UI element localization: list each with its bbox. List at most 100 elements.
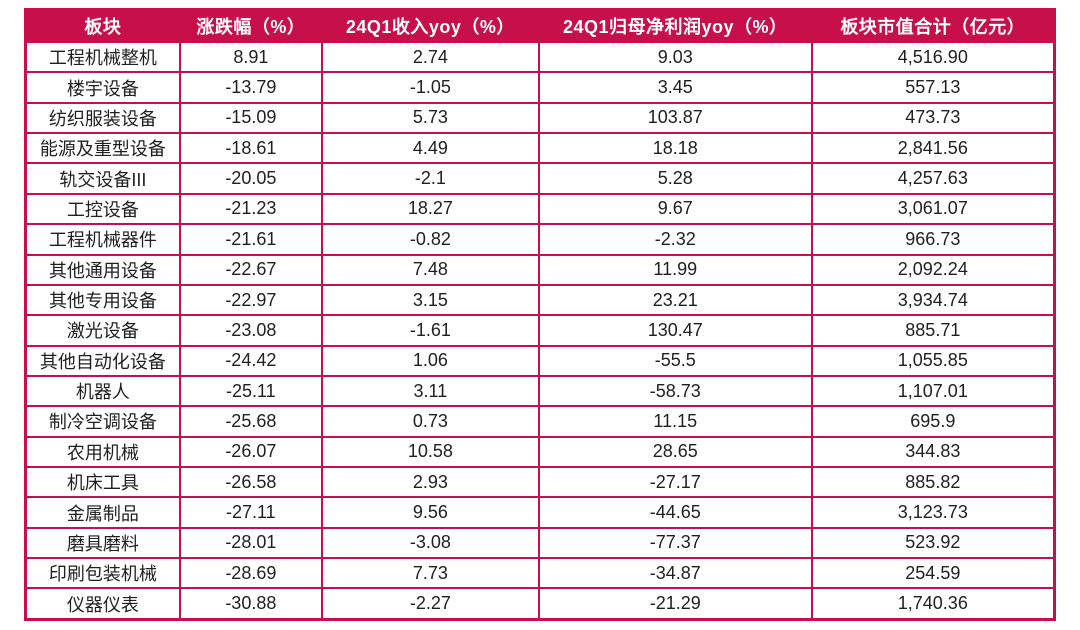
cell-net-profit-yoy: 23.21 — [537, 283, 813, 317]
cell-change-pct: -21.23 — [178, 192, 323, 226]
cell-net-profit-yoy: 9.67 — [537, 192, 813, 226]
cell-change-pct: -30.88 — [178, 587, 323, 621]
cell-revenue-yoy: 0.73 — [320, 405, 540, 438]
cell-revenue-yoy: 3.15 — [320, 283, 540, 317]
cell-net-profit-yoy: -58.73 — [537, 374, 813, 408]
cell-change-pct: -18.61 — [178, 132, 323, 165]
cell-revenue-yoy: -1.61 — [320, 314, 540, 347]
table-row: 机器人 -25.11 3.11 -58.73 1,107.01 — [24, 374, 1056, 408]
header-cell-market-cap: 板块市值合计（亿元） — [810, 8, 1056, 43]
sector-performance-table-wrap: 板块 涨跌幅（%） 24Q1收入yoy（%） 24Q1归母净利润yoy（%） 板… — [24, 8, 1056, 621]
table-row: 金属制品 -27.11 9.56 -44.65 3,123.73 — [24, 496, 1056, 529]
cell-change-pct: -25.68 — [178, 405, 323, 438]
cell-change-pct: -26.58 — [178, 466, 323, 499]
cell-sector: 制冷空调设备 — [24, 405, 181, 438]
cell-revenue-yoy: 3.11 — [320, 374, 540, 408]
cell-market-cap: 885.82 — [810, 466, 1056, 499]
cell-change-pct: -27.11 — [178, 496, 323, 529]
cell-market-cap: 1,107.01 — [810, 374, 1056, 408]
cell-sector: 楼宇设备 — [24, 71, 181, 104]
cell-net-profit-yoy: -21.29 — [537, 587, 813, 621]
cell-change-pct: -13.79 — [178, 71, 323, 104]
cell-market-cap: 344.83 — [810, 435, 1056, 469]
cell-change-pct: -25.11 — [178, 374, 323, 408]
cell-revenue-yoy: 9.56 — [320, 496, 540, 529]
cell-net-profit-yoy: 9.03 — [537, 40, 813, 74]
table-row: 其他通用设备 -22.67 7.48 11.99 2,092.24 — [24, 253, 1056, 286]
cell-sector: 纺织服装设备 — [24, 101, 181, 135]
cell-sector: 印刷包装机械 — [24, 557, 181, 590]
cell-sector: 农用机械 — [24, 435, 181, 469]
sector-performance-table: 板块 涨跌幅（%） 24Q1收入yoy（%） 24Q1归母净利润yoy（%） 板… — [24, 8, 1056, 621]
cell-net-profit-yoy: -34.87 — [537, 557, 813, 590]
cell-market-cap: 4,257.63 — [810, 162, 1056, 195]
cell-net-profit-yoy: 130.47 — [537, 314, 813, 347]
cell-sector: 能源及重型设备 — [24, 132, 181, 165]
cell-net-profit-yoy: 103.87 — [537, 101, 813, 135]
cell-change-pct: -15.09 — [178, 101, 323, 135]
table-row: 其他自动化设备 -24.42 1.06 -55.5 1,055.85 — [24, 344, 1056, 377]
table-body: 工程机械整机 8.91 2.74 9.03 4,516.90 楼宇设备 -13.79 -1.0… — [24, 40, 1056, 621]
cell-change-pct: -28.01 — [178, 526, 323, 560]
cell-market-cap: 695.9 — [810, 405, 1056, 438]
table-row: 工程机械器件 -21.61 -0.82 -2.32 966.73 — [24, 223, 1056, 256]
cell-revenue-yoy: 7.48 — [320, 253, 540, 286]
table-row: 磨具磨料 -28.01 -3.08 -77.37 523.92 — [24, 526, 1056, 560]
cell-revenue-yoy: 2.93 — [320, 466, 540, 499]
cell-market-cap: 4,516.90 — [810, 40, 1056, 74]
cell-net-profit-yoy: -77.37 — [537, 526, 813, 560]
cell-change-pct: -28.69 — [178, 557, 323, 590]
cell-market-cap: 2,841.56 — [810, 132, 1056, 165]
cell-change-pct: -22.67 — [178, 253, 323, 286]
cell-market-cap: 473.73 — [810, 101, 1056, 135]
cell-revenue-yoy: -0.82 — [320, 223, 540, 256]
table-row: 轨交设备III -20.05 -2.1 5.28 4,257.63 — [24, 162, 1056, 195]
cell-net-profit-yoy: -2.32 — [537, 223, 813, 256]
cell-market-cap: 3,934.74 — [810, 283, 1056, 317]
cell-change-pct: -26.07 — [178, 435, 323, 469]
cell-sector: 其他通用设备 — [24, 253, 181, 286]
cell-revenue-yoy: -3.08 — [320, 526, 540, 560]
cell-revenue-yoy: 18.27 — [320, 192, 540, 226]
table-row: 机床工具 -26.58 2.93 -27.17 885.82 — [24, 466, 1056, 499]
table-row: 工控设备 -21.23 18.27 9.67 3,061.07 — [24, 192, 1056, 226]
cell-sector: 机器人 — [24, 374, 181, 408]
cell-change-pct: -20.05 — [178, 162, 323, 195]
cell-sector: 仪器仪表 — [24, 587, 181, 621]
cell-change-pct: -23.08 — [178, 314, 323, 347]
cell-revenue-yoy: 2.74 — [320, 40, 540, 74]
table-row: 其他专用设备 -22.97 3.15 23.21 3,934.74 — [24, 283, 1056, 317]
cell-market-cap: 523.92 — [810, 526, 1056, 560]
table-header-row: 板块 涨跌幅（%） 24Q1收入yoy（%） 24Q1归母净利润yoy（%） 板… — [24, 8, 1056, 43]
cell-net-profit-yoy: -27.17 — [537, 466, 813, 499]
table-row: 激光设备 -23.08 -1.61 130.47 885.71 — [24, 314, 1056, 347]
cell-market-cap: 885.71 — [810, 314, 1056, 347]
table-row: 仪器仪表 -30.88 -2.27 -21.29 1,740.36 — [24, 587, 1056, 621]
cell-net-profit-yoy: -44.65 — [537, 496, 813, 529]
cell-change-pct: -24.42 — [178, 344, 323, 377]
cell-revenue-yoy: 4.49 — [320, 132, 540, 165]
cell-sector: 工程机械整机 — [24, 40, 181, 74]
cell-market-cap: 1,055.85 — [810, 344, 1056, 377]
cell-sector: 磨具磨料 — [24, 526, 181, 560]
cell-sector: 工控设备 — [24, 192, 181, 226]
header-cell-sector: 板块 — [24, 8, 181, 43]
cell-net-profit-yoy: -55.5 — [537, 344, 813, 377]
header-cell-net-profit-yoy: 24Q1归母净利润yoy（%） — [537, 8, 813, 43]
cell-net-profit-yoy: 11.99 — [537, 253, 813, 286]
cell-sector: 工程机械器件 — [24, 223, 181, 256]
cell-net-profit-yoy: 28.65 — [537, 435, 813, 469]
cell-market-cap: 557.13 — [810, 71, 1056, 104]
table-row: 工程机械整机 8.91 2.74 9.03 4,516.90 — [24, 40, 1056, 74]
cell-revenue-yoy: 10.58 — [320, 435, 540, 469]
cell-sector: 机床工具 — [24, 466, 181, 499]
cell-revenue-yoy: -2.1 — [320, 162, 540, 195]
cell-revenue-yoy: 5.73 — [320, 101, 540, 135]
cell-market-cap: 966.73 — [810, 223, 1056, 256]
cell-change-pct: -21.61 — [178, 223, 323, 256]
cell-revenue-yoy: -1.05 — [320, 71, 540, 104]
cell-revenue-yoy: -2.27 — [320, 587, 540, 621]
cell-sector: 激光设备 — [24, 314, 181, 347]
cell-sector: 其他专用设备 — [24, 283, 181, 317]
cell-net-profit-yoy: 3.45 — [537, 71, 813, 104]
